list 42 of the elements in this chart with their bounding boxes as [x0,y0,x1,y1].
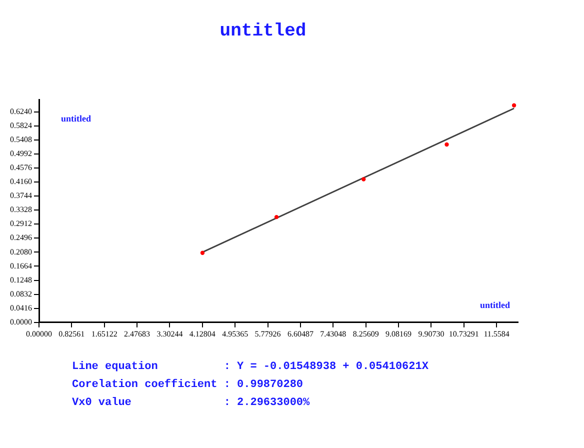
point [362,177,366,182]
x-tick-label: 10.73291 [448,329,479,338]
text: Corelation coefficient : 0.99870280 [72,379,304,391]
y-tick-label: 0.4576 [10,163,32,172]
x-tick-label: 6.60487 [287,329,314,338]
point [444,142,449,147]
text: Line equation : Y = -0.01548938 + 0.05410621X [72,361,428,373]
x-tick-label: 9.90730 [418,329,444,338]
x-tick-label: 4.12804 [189,329,216,338]
y-tick-label: 0.2496 [10,233,32,242]
point [200,250,205,255]
y-tick-label: 0.1664 [10,261,32,270]
x-tick-label: 9.08169 [386,329,412,338]
y-tick-label: 0.2912 [10,219,32,228]
chart-title: untitled [220,21,306,42]
y-tick-label: 0.5408 [10,134,32,144]
point [274,214,279,220]
x-tick-label: 8.25609 [352,329,379,338]
x-tick-label: 7.43048 [320,329,346,338]
text: Vx0 value : 2.29633000% [72,397,310,409]
x-tick-label: 0.82561 [58,329,85,338]
x-tick-label: 3.30244 [156,329,183,338]
y-tick-label: 0.3744 [10,191,32,200]
y-tick-label: 0.4160 [10,177,32,186]
point [512,103,516,108]
y-tick-label: 0.6240 [10,106,32,116]
y-tick-label: 0.0416 [10,303,32,312]
y-tick-label: 0.4992 [10,148,32,158]
y-tick-label: 0.5824 [10,120,32,130]
x-tick-label: 1.65122 [91,329,118,338]
y-tick-label: 0.2080 [10,247,32,256]
y-tick-label: 0.0832 [10,289,32,298]
y-tick-label: 0.0000 [10,317,32,326]
annotation: untitled [61,113,92,124]
x-tick-label: 4.95365 [222,329,248,338]
y-tick-label: 0.3328 [10,205,32,214]
y-tick-label: 0.1248 [10,275,32,284]
x-tick-label: 11.5584 [484,329,510,338]
x-tick-label: 5.77926 [254,329,281,338]
x-tick-label: 2.47683 [124,329,150,338]
annotation: untitled [480,300,510,310]
x-tick-label: 0.00000 [26,329,52,338]
